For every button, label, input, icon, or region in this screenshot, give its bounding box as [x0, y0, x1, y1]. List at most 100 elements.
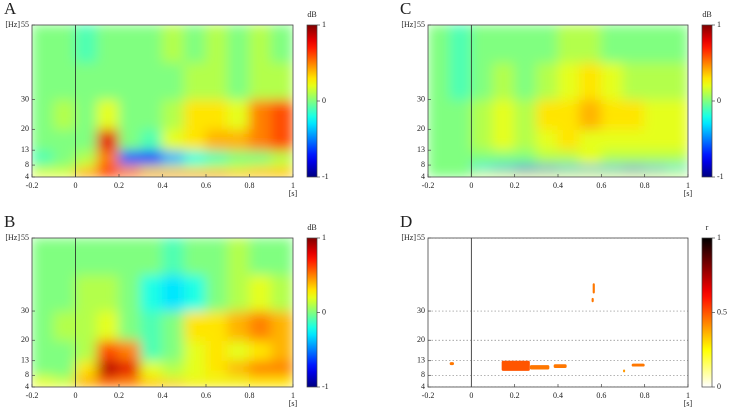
x-tick-label: 0.4	[553, 391, 563, 400]
heatmap-cell	[32, 99, 55, 130]
heatmap-cell	[96, 149, 120, 166]
y-axis-label: [Hz]	[401, 233, 416, 242]
heatmap-cell	[183, 164, 207, 172]
heatmap-cell	[75, 238, 98, 276]
panel: B -0.2 0 0.2 0.4 0.6 0.8 1 4 8 13 20 30 55 [s] [Hz] dB -1…	[4, 212, 329, 408]
heatmap-cell	[665, 99, 688, 130]
colorbar-tick-label: 0.5	[717, 307, 727, 316]
heatmap-cell	[162, 61, 185, 101]
heatmap-cell	[557, 61, 581, 101]
heatmap-cell	[227, 310, 250, 341]
heatmap-cell	[140, 170, 163, 177]
heatmap-cell	[75, 170, 98, 177]
heatmap-cell	[557, 164, 581, 172]
heatmap-cell	[227, 25, 250, 63]
heatmap-cell	[205, 164, 229, 172]
x-tick-label: 0.2	[114, 181, 124, 190]
heatmap-cell	[32, 339, 55, 362]
heatmap-cell	[665, 164, 688, 172]
heatmap-cell	[449, 61, 472, 101]
heatmap-cell	[514, 149, 537, 166]
colorbar-tick-label: 0	[717, 382, 721, 391]
x-tick-label: -0.2	[26, 181, 39, 190]
heatmap-cell	[492, 99, 516, 130]
heatmap-cell	[600, 128, 624, 151]
x-axis-label: [s]	[684, 189, 693, 198]
heatmap-cell	[162, 360, 185, 376]
heatmap-cell	[183, 339, 207, 362]
heatmap-cell	[249, 374, 272, 382]
heatmap-cell	[535, 128, 559, 151]
heatmap-cell	[75, 128, 98, 151]
heatmap-cell	[183, 238, 207, 276]
heatmap-cell	[644, 149, 667, 166]
heatmap-cell	[665, 61, 688, 101]
colorbar-tick-label: 1	[717, 233, 721, 242]
heatmap-cell	[492, 164, 516, 172]
heatmap-cell	[118, 99, 142, 130]
heatmap-cell	[535, 149, 559, 166]
heatmap-cell	[470, 149, 494, 166]
heatmap-cell	[96, 380, 120, 387]
heatmap-cell	[32, 238, 55, 276]
heatmap-cell	[140, 164, 163, 172]
heatmap-cell	[162, 99, 185, 130]
heatmap-cell	[428, 149, 451, 166]
y-tick-label: 4	[25, 382, 29, 391]
heatmap-cell	[249, 339, 272, 362]
heatmap-cell	[535, 164, 559, 172]
heatmap-cell	[162, 310, 185, 341]
heatmap-cell	[53, 61, 76, 101]
y-tick-label: 8	[421, 160, 425, 169]
y-axis-label: [Hz]	[5, 20, 20, 29]
heatmap-cell	[270, 374, 293, 382]
y-tick-label: 8	[25, 370, 29, 379]
heatmap-cell	[75, 310, 98, 341]
heatmap-cell	[227, 128, 250, 151]
x-tick-label: -0.2	[422, 391, 435, 400]
colorbar	[306, 237, 318, 388]
heatmap-cell	[53, 339, 76, 362]
heatmap-cell	[183, 149, 207, 166]
heatmap-cell	[53, 25, 76, 63]
x-tick-label: 1	[291, 391, 295, 400]
heatmap-cell	[32, 310, 55, 341]
heatmap-cell	[118, 339, 142, 362]
heatmap-cell	[205, 99, 229, 130]
heatmap-cell	[644, 25, 667, 63]
heatmap-cell	[270, 310, 293, 341]
heatmap-cell	[140, 25, 163, 63]
heatmap-cell	[557, 170, 581, 177]
heatmap-cell	[162, 149, 185, 166]
y-tick-label: 13	[417, 145, 425, 154]
heatmap-cell	[140, 374, 163, 382]
heatmap-cell	[227, 274, 250, 312]
colorbar-tick-label: 1	[322, 20, 326, 29]
heatmap-cell	[32, 128, 55, 151]
heatmap-cell	[249, 360, 272, 376]
heatmap-cell	[428, 170, 451, 177]
heatmap-cell	[140, 339, 163, 362]
heatmap-cell	[600, 61, 624, 101]
heatmap-cell	[227, 238, 250, 276]
plot-area	[428, 25, 688, 177]
heatmap-cell	[183, 170, 207, 177]
heatmap-cell	[53, 149, 76, 166]
heatmap-cell	[32, 374, 55, 382]
heatmap-cell	[535, 99, 559, 130]
heatmap-cell	[96, 170, 120, 177]
heatmap-cell	[75, 61, 98, 101]
heatmap-cell	[557, 99, 581, 130]
x-tick-label: 0.2	[510, 391, 520, 400]
heatmap-cell	[162, 274, 185, 312]
heatmap-cell	[118, 380, 142, 387]
colorbar-tick-label: 0	[322, 307, 326, 316]
heatmap-cell	[428, 99, 451, 130]
y-tick-label: 55	[417, 233, 425, 242]
heatmap-cell	[53, 310, 76, 341]
heatmap-cell	[53, 99, 76, 130]
heatmap-cell	[665, 25, 688, 63]
heatmap-cell	[270, 380, 293, 387]
significant-patch	[623, 369, 626, 373]
x-tick-label: 0.4	[158, 391, 168, 400]
